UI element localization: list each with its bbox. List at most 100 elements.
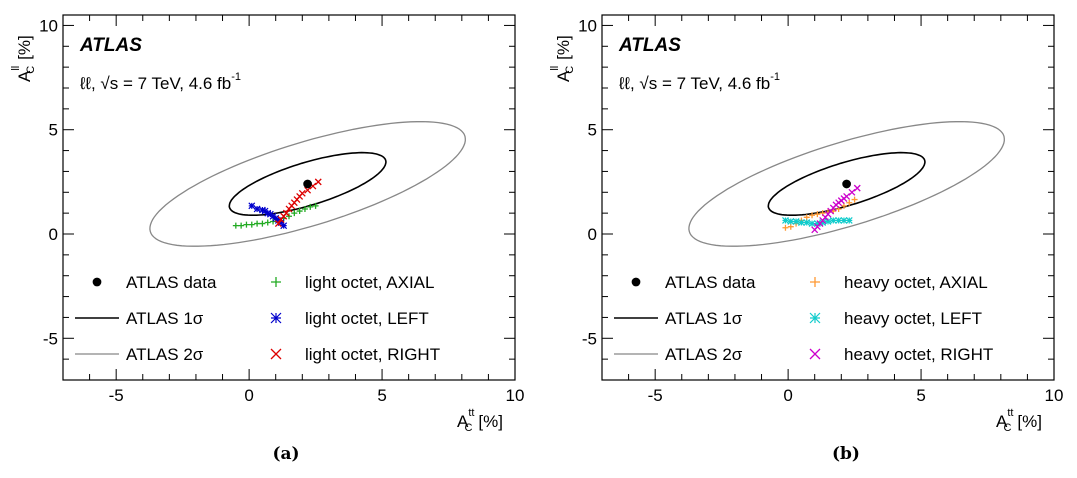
series-point bbox=[835, 217, 843, 224]
series-point bbox=[282, 209, 290, 217]
x-tick-label: 5 bbox=[377, 386, 386, 405]
legend-label: light octet, RIGHT bbox=[305, 345, 440, 364]
legend-label: ATLAS data bbox=[665, 273, 756, 292]
x-tick-label: 0 bbox=[783, 386, 792, 405]
series-point bbox=[248, 202, 256, 210]
atlas-label: ATLAS bbox=[79, 35, 142, 56]
sublabel-a: (a) bbox=[272, 444, 300, 464]
legend: ATLAS data ATLAS 1σ ATLAS 2σ light octet, A… bbox=[75, 273, 440, 364]
series-point bbox=[254, 220, 261, 227]
x-tick-label: -5 bbox=[648, 386, 663, 405]
x-tick-label: 10 bbox=[1045, 386, 1064, 405]
plot-frame bbox=[601, 14, 1055, 381]
legend-label: light octet, AXIAL bbox=[305, 273, 434, 292]
legend-marker bbox=[270, 312, 282, 324]
y-tick-label: -5 bbox=[582, 329, 597, 348]
series-point bbox=[843, 192, 851, 200]
legend-marker bbox=[810, 277, 820, 287]
chart-panel-a: -5 0 5 10 -5 0 5 10 Att C [%] All C[%] ATLAS ℓℓ, √s = … bbox=[0, 0, 538, 478]
series-point bbox=[264, 209, 272, 217]
atlas-data-point bbox=[842, 179, 851, 189]
series-point bbox=[253, 205, 261, 213]
series-2 bbox=[274, 178, 322, 228]
series-point bbox=[296, 208, 303, 215]
series-point bbox=[829, 217, 837, 224]
series-2 bbox=[811, 184, 861, 234]
series-point bbox=[819, 219, 827, 226]
y-tick-label: 10 bbox=[39, 16, 58, 35]
legend-marker bbox=[92, 277, 102, 287]
legend: ATLAS data ATLAS 1σ ATLAS 2σ heavy octet, A… bbox=[614, 273, 993, 364]
x-tick-label: -5 bbox=[109, 386, 124, 405]
energy-lumi-label: ℓℓ, √s = 7 TeV, 4.6 fb-1 bbox=[79, 71, 241, 93]
series-point bbox=[232, 222, 239, 229]
legend-label: ATLAS 2σ bbox=[126, 345, 204, 364]
series-point bbox=[248, 221, 255, 228]
y-tick-label: 0 bbox=[49, 225, 58, 244]
legend-label: light octet, LEFT bbox=[305, 309, 429, 328]
series-point bbox=[808, 220, 816, 227]
legend-label: heavy octet, AXIAL bbox=[844, 273, 988, 292]
x-tick-label: 5 bbox=[916, 386, 925, 405]
legend-label: ATLAS 1σ bbox=[665, 309, 743, 328]
legend-label: ATLAS data bbox=[126, 273, 217, 292]
sublabel-b: (b) bbox=[832, 444, 860, 464]
series-point bbox=[846, 199, 853, 206]
contour-1sigma bbox=[228, 151, 387, 216]
y-axis-label: All C[%] bbox=[10, 35, 37, 82]
legend-marker bbox=[631, 277, 641, 287]
plot-frame bbox=[62, 14, 516, 381]
series-point bbox=[243, 221, 250, 228]
legend-label: ATLAS 1σ bbox=[126, 309, 204, 328]
series-point bbox=[792, 218, 800, 225]
series-point bbox=[851, 196, 858, 203]
series-point bbox=[803, 219, 811, 226]
series-point bbox=[787, 218, 795, 225]
series-point bbox=[809, 212, 816, 219]
legend-marker bbox=[809, 312, 821, 324]
chart-panel-b: -5 0 5 10 -5 0 5 10 Att C [%] All C[%] ATLAS ℓℓ, √s = … bbox=[539, 0, 1077, 478]
series-point bbox=[787, 223, 794, 230]
series-point bbox=[845, 217, 853, 224]
series-point bbox=[258, 206, 266, 214]
series-point bbox=[298, 189, 306, 197]
series-point bbox=[280, 222, 288, 230]
series-point bbox=[304, 186, 312, 194]
legend-marker bbox=[809, 348, 821, 360]
series-point bbox=[803, 214, 810, 221]
legend-label: heavy octet, RIGHT bbox=[844, 345, 993, 364]
y-tick-label: 10 bbox=[578, 16, 597, 35]
x-tick-label: 10 bbox=[506, 386, 525, 405]
energy-lumi-label: ℓℓ, √s = 7 TeV, 4.6 fb-1 bbox=[618, 71, 780, 93]
legend-marker bbox=[271, 277, 281, 287]
series-point bbox=[853, 184, 861, 192]
series-point bbox=[814, 211, 821, 218]
x-axis-label: Att C [%] bbox=[996, 407, 1042, 434]
y-axis-label: All C[%] bbox=[549, 35, 576, 82]
series-point bbox=[264, 219, 271, 226]
series-point bbox=[840, 217, 848, 224]
y-tick-label: 5 bbox=[588, 121, 597, 140]
series-1 bbox=[248, 202, 288, 230]
series-point bbox=[848, 188, 856, 196]
series-point bbox=[813, 220, 821, 227]
contour-2sigma bbox=[688, 120, 1005, 247]
legend-label: ATLAS 2σ bbox=[665, 345, 743, 364]
x-tick-label: 0 bbox=[244, 386, 253, 405]
axis-ticks bbox=[62, 15, 516, 381]
series-point bbox=[307, 203, 314, 210]
x-axis-label: Att C [%] bbox=[457, 407, 503, 434]
axis-ticks bbox=[601, 15, 1055, 381]
atlas-data-point bbox=[303, 179, 312, 189]
series-point bbox=[797, 219, 805, 226]
series-point bbox=[274, 220, 282, 228]
series-point bbox=[824, 218, 832, 225]
series-point bbox=[782, 224, 789, 231]
legend-label: heavy octet, LEFT bbox=[844, 309, 982, 328]
series-point bbox=[312, 202, 319, 209]
series-1 bbox=[782, 217, 853, 227]
y-tick-label: -5 bbox=[43, 329, 58, 348]
series-point bbox=[782, 217, 789, 224]
